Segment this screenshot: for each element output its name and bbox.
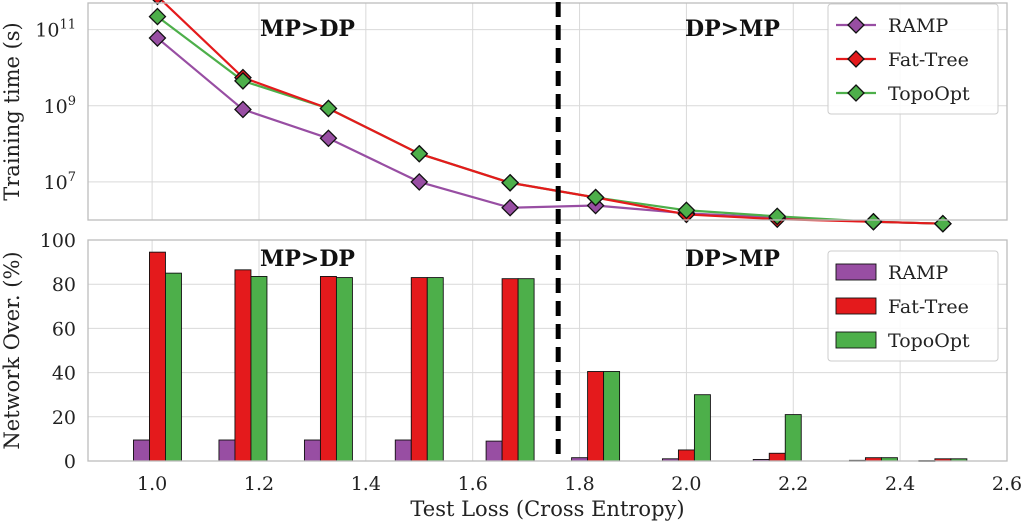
top-plot-frame — [87, 2, 1008, 221]
marker-ramp — [410, 173, 429, 191]
tick-exponent: 7 — [68, 170, 76, 185]
bottom-x-axis-label: Test Loss (Cross Entropy) — [410, 497, 684, 521]
x-tick-label: 1.0 — [137, 473, 167, 495]
legend-marker-fat-tree — [847, 50, 865, 68]
tick-base: 10 — [44, 172, 68, 194]
x-tick-label: 2.2 — [778, 473, 808, 495]
bar-fat-tree — [319, 276, 337, 462]
legend-label-topoopt: TopoOpt — [888, 83, 970, 105]
legend-marker-ramp — [847, 16, 865, 34]
marker-topoopt — [234, 71, 252, 90]
bottom-y-tick-label: 100 — [40, 230, 76, 252]
marker-topoopt — [148, 7, 167, 26]
bar-fat-tree — [234, 269, 252, 462]
bar-fat-tree — [410, 277, 428, 462]
bottom-legend: RAMP Fat-Tree TopoOpt — [827, 250, 999, 362]
bar-fat-tree — [149, 251, 166, 462]
bar-fat-tree — [677, 449, 695, 462]
legend-label-topoopt: TopoOpt — [888, 330, 970, 352]
line-ramp — [156, 37, 943, 225]
bar-fat-tree — [768, 452, 786, 462]
top-y-tick-label: 1011 — [35, 18, 76, 42]
marker-topoopt — [410, 144, 429, 163]
marker-fat-tree — [152, 0, 163, 6]
legend-label-ramp: RAMP — [888, 15, 948, 37]
x-tick-label: 1.4 — [351, 473, 381, 495]
marker-ramp — [501, 198, 520, 217]
bar-ramp — [218, 439, 236, 462]
marker-topoopt — [864, 212, 883, 231]
legend-label-fat-tree: Fat-Tree — [888, 296, 969, 318]
bar-ramp — [485, 440, 503, 462]
x-tick-label: 1.8 — [564, 473, 594, 495]
top-annotation-dp-mp: DP>MP — [685, 16, 780, 42]
top-y-tick-label: 109 — [44, 94, 76, 118]
bar-ramp — [133, 439, 150, 462]
bar-topoopt — [165, 272, 182, 462]
bottom-annotation-dp-mp: DP>MP — [685, 246, 780, 272]
top-legend: RAMP Fat-Tree TopoOpt — [827, 3, 999, 115]
bar-ramp — [394, 439, 412, 462]
x-tick-label: 1.6 — [458, 473, 488, 495]
x-tick-label: 2.4 — [885, 473, 915, 495]
marker-ramp — [234, 100, 252, 119]
bar-topoopt — [693, 394, 711, 462]
top-annotation-mp-dp: MP>DP — [260, 16, 355, 42]
bar-ramp — [303, 439, 321, 462]
bottom-y-tick-label: 40 — [52, 363, 76, 385]
legend-label-fat-tree: Fat-Tree — [888, 49, 969, 71]
bar-topoopt — [517, 278, 535, 462]
bottom-x-tick-labels: 1.0 1.2 1.4 1.6 1.8 2.0 2.2 2.4 2.6 — [137, 473, 1022, 495]
network-overhead-panel: 0 20 40 60 80 100 1.0 1.2 1.4 1.6 1.8 2.0 2.2 2.4 2.6… — [0, 230, 1022, 521]
bottom-bars — [133, 251, 968, 462]
marker-ramp — [148, 29, 167, 47]
bottom-y-tick-labels: 0 20 40 60 80 100 — [40, 230, 76, 473]
top-y-axis-label: Training time (s) — [0, 22, 24, 201]
top-legend-box — [827, 3, 999, 115]
bar-topoopt — [426, 277, 444, 462]
top-markers — [148, 0, 952, 233]
bottom-y-tick-label: 60 — [52, 318, 76, 340]
bottom-annotation-mp-dp: MP>DP — [260, 246, 355, 272]
marker-topoopt — [586, 188, 605, 207]
tick-exponent: 11 — [59, 18, 76, 33]
bar-fat-tree — [587, 371, 605, 462]
legend-label-ramp: RAMP — [888, 262, 948, 284]
tick-exponent: 9 — [68, 94, 76, 109]
bar-topoopt — [784, 414, 802, 462]
marker-ramp — [319, 129, 338, 148]
legend-marker-topoopt — [847, 84, 865, 102]
marker-topoopt — [319, 99, 338, 118]
x-tick-label: 1.2 — [244, 473, 274, 495]
x-tick-label: 2.0 — [671, 473, 701, 495]
bar-topoopt — [250, 276, 268, 462]
marker-topoopt — [677, 201, 696, 220]
bar-fat-tree — [501, 278, 519, 462]
x-tick-label: 2.6 — [992, 473, 1022, 495]
bottom-y-axis-label: Network Over. (%) — [0, 251, 24, 449]
top-y-tick-label: 107 — [44, 170, 76, 194]
bottom-plot-frame — [87, 239, 1008, 462]
legend-swatch-topoopt — [835, 331, 877, 349]
marker-topoopt — [501, 173, 520, 192]
legend-swatch-ramp — [835, 263, 877, 281]
bar-topoopt — [603, 371, 621, 462]
bar-topoopt — [335, 277, 353, 462]
bottom-y-tick-label: 0 — [64, 451, 76, 473]
bottom-y-tick-label: 20 — [52, 407, 76, 429]
marker-topoopt — [933, 214, 952, 233]
legend-swatch-fat-tree — [835, 297, 877, 315]
tick-base: 10 — [35, 20, 59, 42]
bottom-y-tick-label: 80 — [52, 274, 76, 296]
tick-base: 10 — [44, 96, 68, 118]
